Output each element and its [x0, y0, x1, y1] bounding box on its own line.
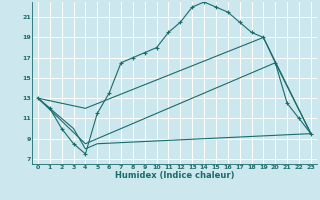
- X-axis label: Humidex (Indice chaleur): Humidex (Indice chaleur): [115, 171, 234, 180]
